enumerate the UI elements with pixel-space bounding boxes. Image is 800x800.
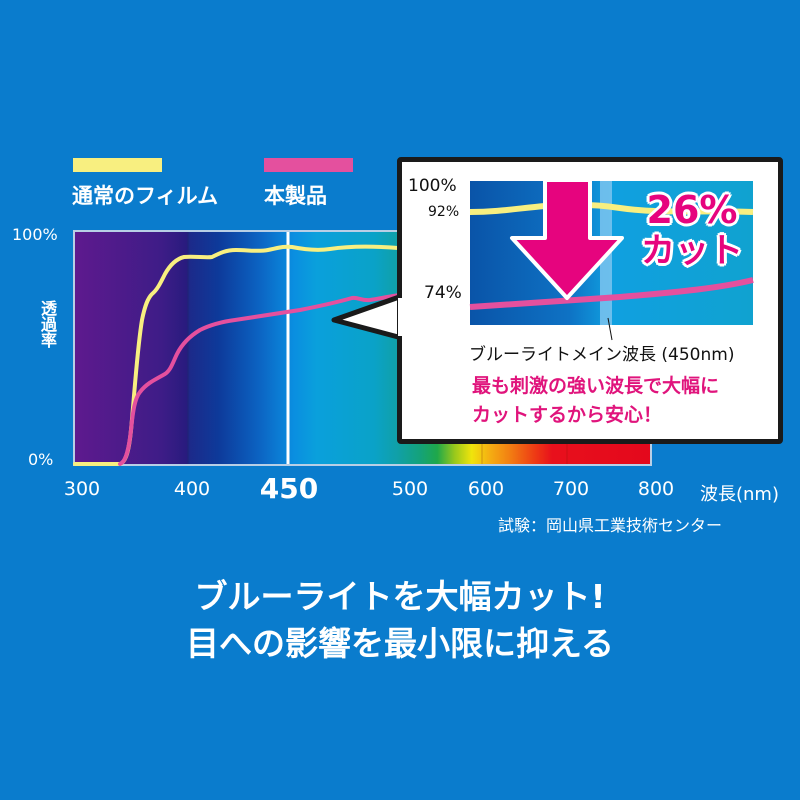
x-tick-800: 800 (637, 478, 675, 500)
cut-word: カット (641, 231, 743, 271)
x-tick-450: 450 (259, 472, 319, 505)
x-tick-500: 500 (391, 478, 429, 500)
x-tick-300: 300 (63, 478, 101, 500)
y-tick-0: 0% (28, 450, 54, 469)
headline-line1: ブルーライトを大幅カット! (194, 577, 606, 616)
legend-label-product: 本製品 (264, 184, 327, 208)
callout-seam (398, 298, 406, 336)
x-axis-label: 波長(nm) (700, 484, 779, 505)
callout-message-line2: カットするから安心！ (472, 404, 663, 426)
y-axis-label: 透過率 (38, 300, 57, 348)
inset-tick-92: 92% (428, 204, 460, 220)
callout-caption: ブルーライトメイン波長 (450nm) (469, 345, 735, 365)
inset-series-conventional (469, 201, 754, 215)
legend-swatch-product (264, 158, 353, 172)
down-arrow-icon (510, 178, 624, 300)
x-tick-600: 600 (467, 478, 505, 500)
test-source-note: 試験：岡山県工業技術センター (498, 516, 723, 535)
x-tick-700: 700 (552, 478, 590, 500)
y-tick-100: 100% (12, 225, 58, 244)
legend-label-conventional: 通常のフィルム (72, 184, 219, 208)
headline-line2: 目への影響を最小限に抑える (185, 624, 614, 663)
series-conventional-film (73, 244, 400, 466)
inset-tick-74: 74% (424, 283, 462, 303)
cut-percent: 26% (646, 188, 738, 232)
x-tick-400: 400 (173, 478, 211, 500)
series-this-product (118, 293, 402, 466)
legend-swatch-conventional (73, 158, 162, 172)
callout-message-line1: 最も刺激の強い波長で大幅に (472, 375, 720, 397)
inset-tick-100: 100% (408, 176, 457, 196)
inset-series-product (469, 277, 754, 310)
